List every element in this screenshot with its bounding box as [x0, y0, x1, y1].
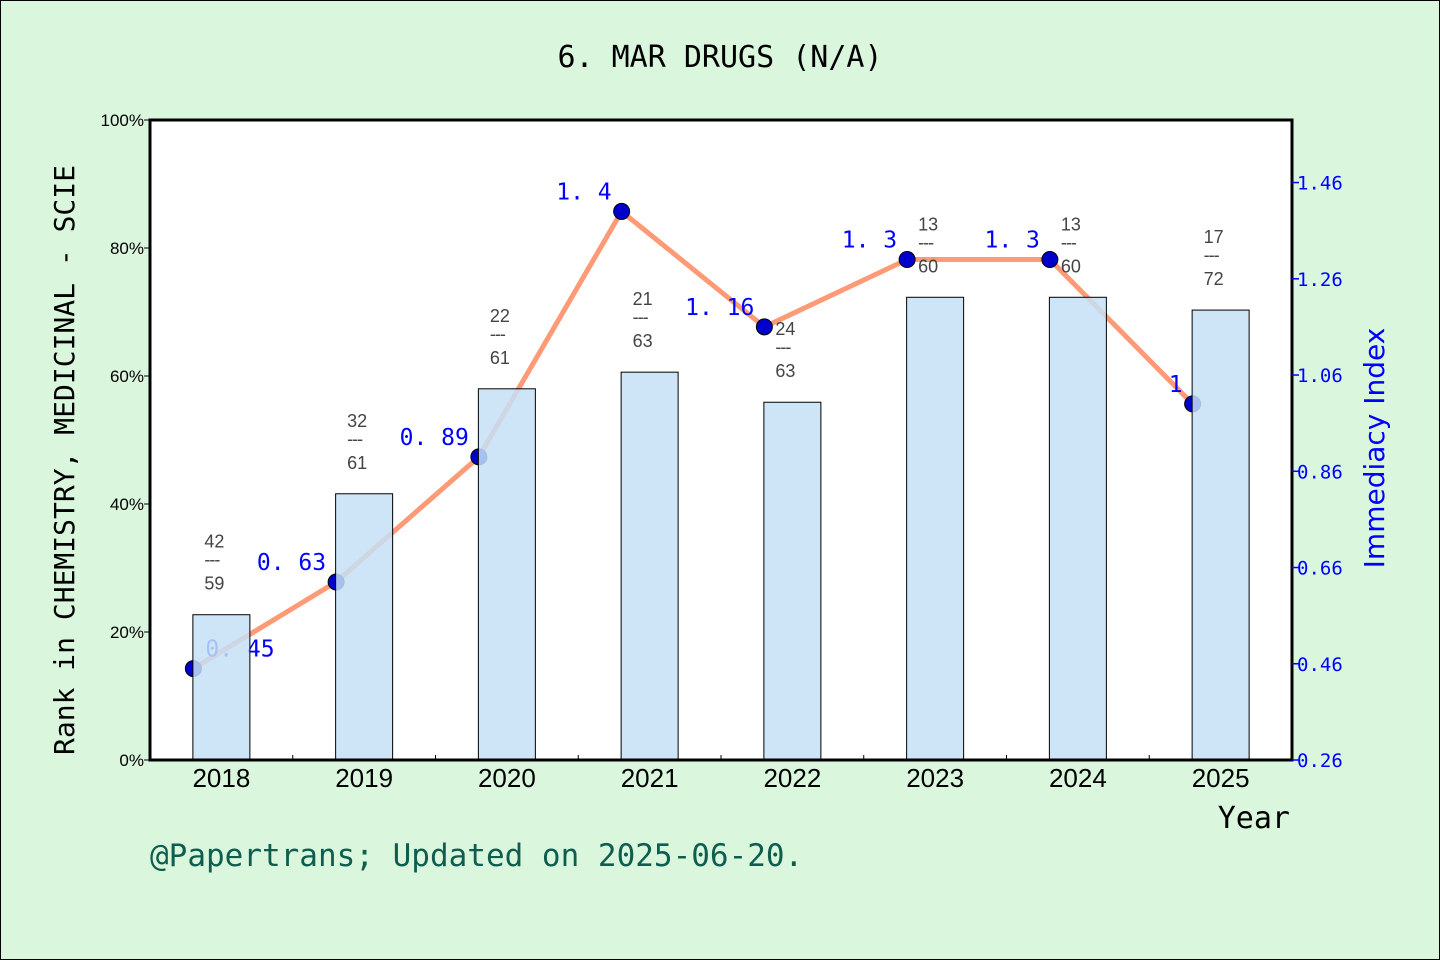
rank-label: 32 — [347, 411, 367, 431]
rank-bar — [335, 493, 394, 761]
y2-tick-label: 0.86 — [1297, 461, 1343, 483]
rank-total: 63 — [775, 361, 795, 381]
rank-divider: --- — [347, 429, 363, 449]
x-tick-label: 2021 — [621, 763, 679, 793]
immediacy-value-label: 0. 89 — [400, 425, 469, 451]
x-tick-label: 2019 — [335, 763, 393, 793]
rank-total: 61 — [347, 453, 367, 473]
immediacy-point — [755, 318, 773, 336]
rank-total: 63 — [633, 331, 653, 351]
rank-divider: --- — [490, 324, 506, 344]
immediacy-value-label: 1. 3 — [984, 228, 1039, 254]
rank-label: 17 — [1204, 227, 1224, 247]
immediacy-point — [1041, 251, 1059, 269]
rank-total: 72 — [1204, 269, 1224, 289]
y2-tick-label: 1.06 — [1297, 365, 1343, 387]
x-tick-label: 2023 — [906, 763, 964, 793]
rank-bar — [1191, 309, 1250, 761]
rank-label: 13 — [918, 214, 938, 234]
rank-divider: --- — [775, 337, 791, 357]
x-tick-label: 2020 — [478, 763, 536, 793]
immediacy-value-label: 0. 63 — [257, 550, 326, 576]
immediacy-point — [613, 202, 631, 220]
y-tick-label: 0% — [119, 751, 144, 770]
rank-label: 42 — [204, 532, 224, 552]
plot-area — [150, 120, 1292, 760]
rank-divider: --- — [1061, 232, 1077, 252]
y-tick-label: 80% — [110, 239, 144, 258]
y-tick-label: 40% — [110, 495, 144, 514]
immediacy-value-label: 1. 16 — [685, 295, 754, 321]
x-tick-label: 2025 — [1192, 763, 1250, 793]
rank-total: 60 — [1061, 256, 1081, 276]
immediacy-point — [898, 251, 916, 269]
y-tick-label: 60% — [110, 367, 144, 386]
rank-label: 24 — [775, 319, 795, 339]
rank-total: 61 — [490, 348, 510, 368]
x-tick-label: 2022 — [763, 763, 821, 793]
immediacy-value-label: 1. 4 — [556, 179, 611, 205]
immediacy-value-label: 1 — [1169, 372, 1183, 398]
rank-divider: --- — [633, 307, 649, 327]
rank-bar — [477, 388, 536, 761]
x-tick-label: 2024 — [1049, 763, 1107, 793]
y-axis-label: Rank in CHEMISTRY, MEDICINAL - SCIE — [48, 165, 81, 755]
y2-tick-label: 0.66 — [1297, 558, 1343, 580]
x-tick-label: 2018 — [192, 763, 250, 793]
rank-label: 22 — [490, 306, 510, 326]
footer-credit: @Papertrans; Updated on 2025-06-20. — [150, 838, 803, 874]
rank-bar — [620, 371, 679, 761]
x-axis-label: Year — [1218, 801, 1290, 836]
rank-divider: --- — [204, 550, 220, 570]
rank-label: 21 — [633, 289, 653, 309]
rank-total: 59 — [204, 574, 224, 594]
y-tick-label: 100% — [101, 111, 144, 130]
rank-divider: --- — [918, 232, 934, 252]
rank-bar — [906, 296, 965, 761]
rank-total: 60 — [918, 256, 938, 276]
rank-bar — [1048, 296, 1107, 761]
rank-divider: --- — [1204, 245, 1220, 265]
immediacy-value-label: 1. 3 — [842, 228, 897, 254]
rank-bar — [763, 401, 822, 761]
y2-tick-label: 1.26 — [1297, 269, 1343, 291]
y2-tick-label: 0.46 — [1297, 654, 1343, 676]
rank-label: 13 — [1061, 214, 1081, 234]
y-tick-label: 20% — [110, 623, 144, 642]
y2-axis-label: Immediacy Index — [1358, 328, 1391, 569]
chart-title: 6. MAR DRUGS (N/A) — [557, 40, 882, 75]
y2-tick-label: 1.46 — [1297, 173, 1343, 195]
rank-bar — [192, 614, 251, 761]
y2-tick-label: 0.26 — [1297, 750, 1343, 772]
